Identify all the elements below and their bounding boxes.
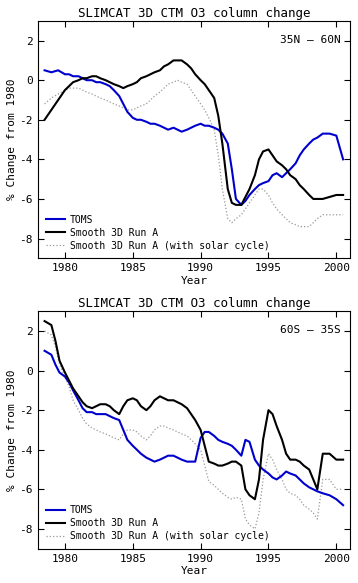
Text: 60S – 35S: 60S – 35S [280, 325, 340, 335]
X-axis label: Year: Year [180, 276, 207, 286]
Y-axis label: % Change from 1980: % Change from 1980 [7, 369, 17, 491]
Title: SLIMCAT 3D CTM O3 column change: SLIMCAT 3D CTM O3 column change [78, 6, 310, 20]
Legend: TOMS, Smooth 3D Run A, Smooth 3D Run A (with solar cycle): TOMS, Smooth 3D Run A, Smooth 3D Run A (… [43, 502, 272, 544]
Legend: TOMS, Smooth 3D Run A, Smooth 3D Run A (with solar cycle): TOMS, Smooth 3D Run A, Smooth 3D Run A (… [43, 212, 272, 254]
Title: SLIMCAT 3D CTM O3 column change: SLIMCAT 3D CTM O3 column change [78, 297, 310, 310]
X-axis label: Year: Year [180, 566, 207, 577]
Y-axis label: % Change from 1980: % Change from 1980 [7, 79, 17, 201]
Text: 35N – 60N: 35N – 60N [280, 35, 340, 45]
